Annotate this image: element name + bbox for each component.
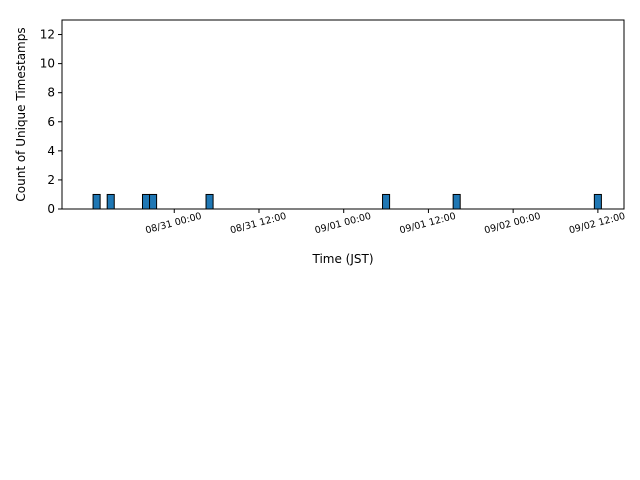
plot-frame bbox=[61, 19, 625, 210]
histogram-bar-1 bbox=[106, 193, 115, 210]
histogram-bar-3 bbox=[149, 193, 158, 210]
x-tick-label-4: 09/02 00:00 bbox=[483, 211, 542, 237]
y-tick-label-1: 2 bbox=[47, 173, 55, 187]
histogram-bar-5 bbox=[382, 193, 391, 210]
y-tick-label-3: 6 bbox=[47, 115, 55, 129]
histogram-bar-6 bbox=[452, 193, 461, 210]
y-tick-label-4: 8 bbox=[47, 86, 55, 100]
x-ticks-group: 08/31 00:00 08/31 12:00 09/01 00:00 09/01 1… bbox=[144, 209, 627, 237]
x-tick-label-0: 08/31 00:00 bbox=[144, 211, 203, 237]
histogram-bar-2 bbox=[141, 193, 151, 210]
y-tick-label-0: 0 bbox=[47, 202, 55, 216]
x-tick-label-5: 09/02 12:00 bbox=[568, 211, 627, 237]
y-ticks-group: 0 2 4 6 8 10 12 bbox=[40, 28, 62, 216]
x-axis-label: Time (JST) bbox=[311, 252, 373, 266]
y-tick-label-6: 12 bbox=[40, 28, 55, 42]
y-tick-label-2: 4 bbox=[47, 144, 55, 158]
x-tick-label-2: 09/01 00:00 bbox=[314, 211, 373, 237]
histogram-bar-4 bbox=[205, 193, 214, 210]
bars-group bbox=[92, 193, 602, 210]
histogram-bar-7 bbox=[593, 193, 602, 210]
histogram-bar-0 bbox=[92, 193, 101, 210]
y-axis-label: Count of Unique Timestamps bbox=[14, 27, 28, 201]
x-tick-label-3: 09/01 12:00 bbox=[398, 211, 457, 237]
y-tick-label-5: 10 bbox=[40, 57, 55, 71]
x-tick-label-1: 08/31 12:00 bbox=[229, 211, 288, 237]
